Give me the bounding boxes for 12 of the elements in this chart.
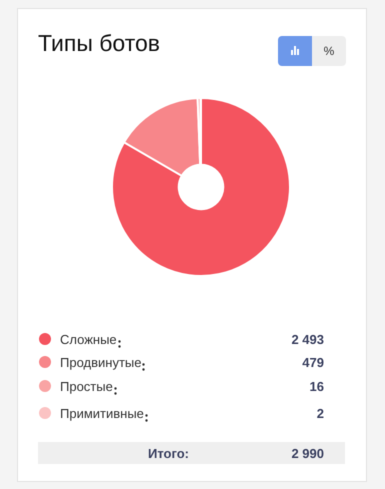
legend-label: Простые <box>60 379 113 394</box>
text: 2 990 <box>291 446 324 461</box>
data-label: 2 <box>316 406 324 421</box>
text: Итого: <box>148 446 189 461</box>
data-label: 16 <box>310 379 324 394</box>
text: % <box>312 36 346 66</box>
chart-title: Типы ботов <box>38 30 160 57</box>
legend-label: Продвинутые <box>60 355 142 370</box>
legend-label: Примитивные <box>60 406 144 421</box>
legend-label: Сложные <box>60 332 117 347</box>
data-label: 479 <box>302 355 324 370</box>
data-label: 2 493 <box>291 332 324 347</box>
